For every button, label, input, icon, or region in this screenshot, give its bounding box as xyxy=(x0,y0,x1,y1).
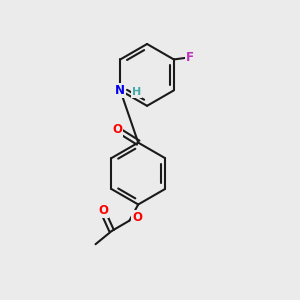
Text: N: N xyxy=(115,84,125,97)
Text: O: O xyxy=(133,211,142,224)
Text: H: H xyxy=(132,87,141,97)
Text: F: F xyxy=(186,52,194,64)
Text: O: O xyxy=(98,204,108,217)
Text: O: O xyxy=(112,123,122,136)
